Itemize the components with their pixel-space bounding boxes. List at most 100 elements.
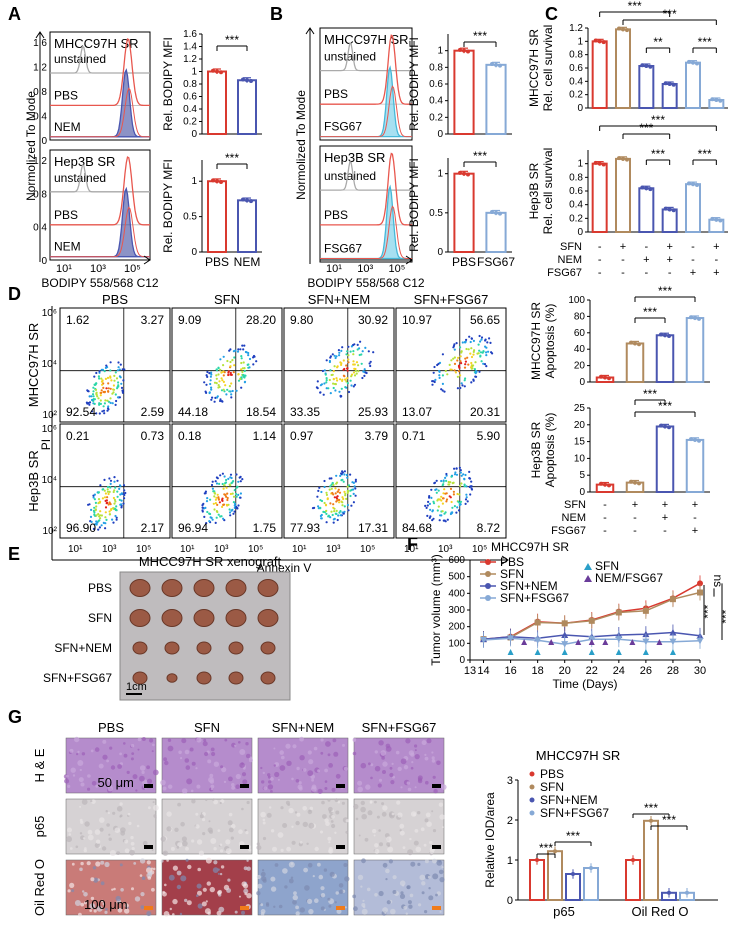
scatter-point [109,401,112,404]
tissue-texture [82,837,86,840]
panel-letter-C: C [545,4,558,24]
tumor [161,609,183,627]
tissue-texture [433,789,438,794]
scatter-point [434,488,437,491]
tissue-texture [295,779,300,783]
tissue-texture [421,891,425,895]
scatter-point [351,481,354,484]
scatter-point [103,489,106,492]
scatter-point [110,507,113,511]
scatter-point [92,496,95,499]
significance-label: *** [658,399,672,413]
tissue-texture [328,806,333,812]
panel-letter-B: B [270,4,283,24]
scatter-point [210,386,213,389]
y-tick-label: 20 [574,361,586,372]
scatter-point [459,360,462,363]
tissue-texture [324,818,329,823]
cell-line-label: Hep3B SR [54,154,115,169]
scatter-point [329,356,332,359]
tissue-texture [74,900,81,906]
tissue-texture [280,806,284,810]
tissue-texture [151,750,154,753]
significance-label: ns [711,574,725,587]
scatter-point [368,362,371,365]
scatter-point [212,502,215,505]
scatter-point [446,373,449,376]
tissue-texture [424,818,429,823]
scatter-point [343,505,346,508]
scatter-point [243,344,246,347]
tissue-texture [208,820,211,823]
tissue-texture [428,895,434,901]
tissue-texture [160,836,166,842]
scatter-point [441,353,444,356]
bar [685,317,705,384]
column-header: PBS [102,292,128,307]
tissue-texture [181,738,187,744]
y-tick-label: 1 [191,176,197,187]
scatter-point [206,370,209,374]
tissue-texture [361,908,368,915]
scatter-point [347,361,350,364]
tissue-texture [235,773,241,780]
scatter-point [239,492,242,495]
y-tick-label: 0.8 [569,50,583,61]
tissue-texture [292,894,298,901]
tissue-texture [98,763,104,769]
tissue-texture [177,842,183,848]
tissue-texture [142,840,148,846]
tissue-texture [217,829,221,832]
tissue-texture [202,887,207,892]
scatter-point [328,488,331,491]
scatter-point [353,383,357,386]
x-tick-label: 10¹ [56,263,72,275]
scatter-point [246,363,249,366]
tissue-texture [409,837,412,841]
tissue-texture [105,907,108,911]
data-point [644,186,649,191]
scatter-point [219,515,222,518]
scatter-point [213,381,217,384]
scatter-point [488,337,491,340]
tissue-texture [267,784,274,790]
scatter-point [119,363,122,366]
bar [638,65,655,109]
tissue-texture [87,787,91,791]
tissue-texture [160,859,164,863]
scatter-point [346,503,349,507]
tissue-texture [123,753,128,758]
tissue-texture [128,821,132,826]
scatter-point [221,497,224,500]
tissue-texture [116,806,123,812]
scatter-point [241,478,244,481]
x-tick-label: 22 [586,665,598,677]
treatment-label: NEM [562,512,586,524]
y-tick-label: 10⁶ [42,424,57,435]
tissue-texture [126,770,130,775]
data-point [601,40,606,45]
data-point [599,374,603,379]
y-axis-label: Rel. BODIPY MFI [407,37,421,131]
tissue-texture [432,873,439,880]
tissue-texture [191,761,196,766]
tissue-texture [108,837,112,841]
scatter-point [463,485,466,488]
scatter-point [350,384,353,387]
tissue-texture [389,772,394,778]
data-point [466,172,470,177]
x-tick-label: NEM [234,255,261,269]
tissue-texture [70,767,76,773]
scatter-point [424,504,427,507]
significance-label: *** [539,841,553,855]
scatter-point [441,502,444,505]
scatter-point [120,386,124,389]
scatter-point [333,365,336,368]
cell-line-label: MHCC97H SR [324,32,409,47]
tissue-texture [260,766,263,770]
tissue-texture [324,768,328,773]
significance-label: *** [473,149,487,163]
tissue-texture [239,749,246,755]
tissue-texture [180,757,183,760]
data-point [498,211,502,216]
